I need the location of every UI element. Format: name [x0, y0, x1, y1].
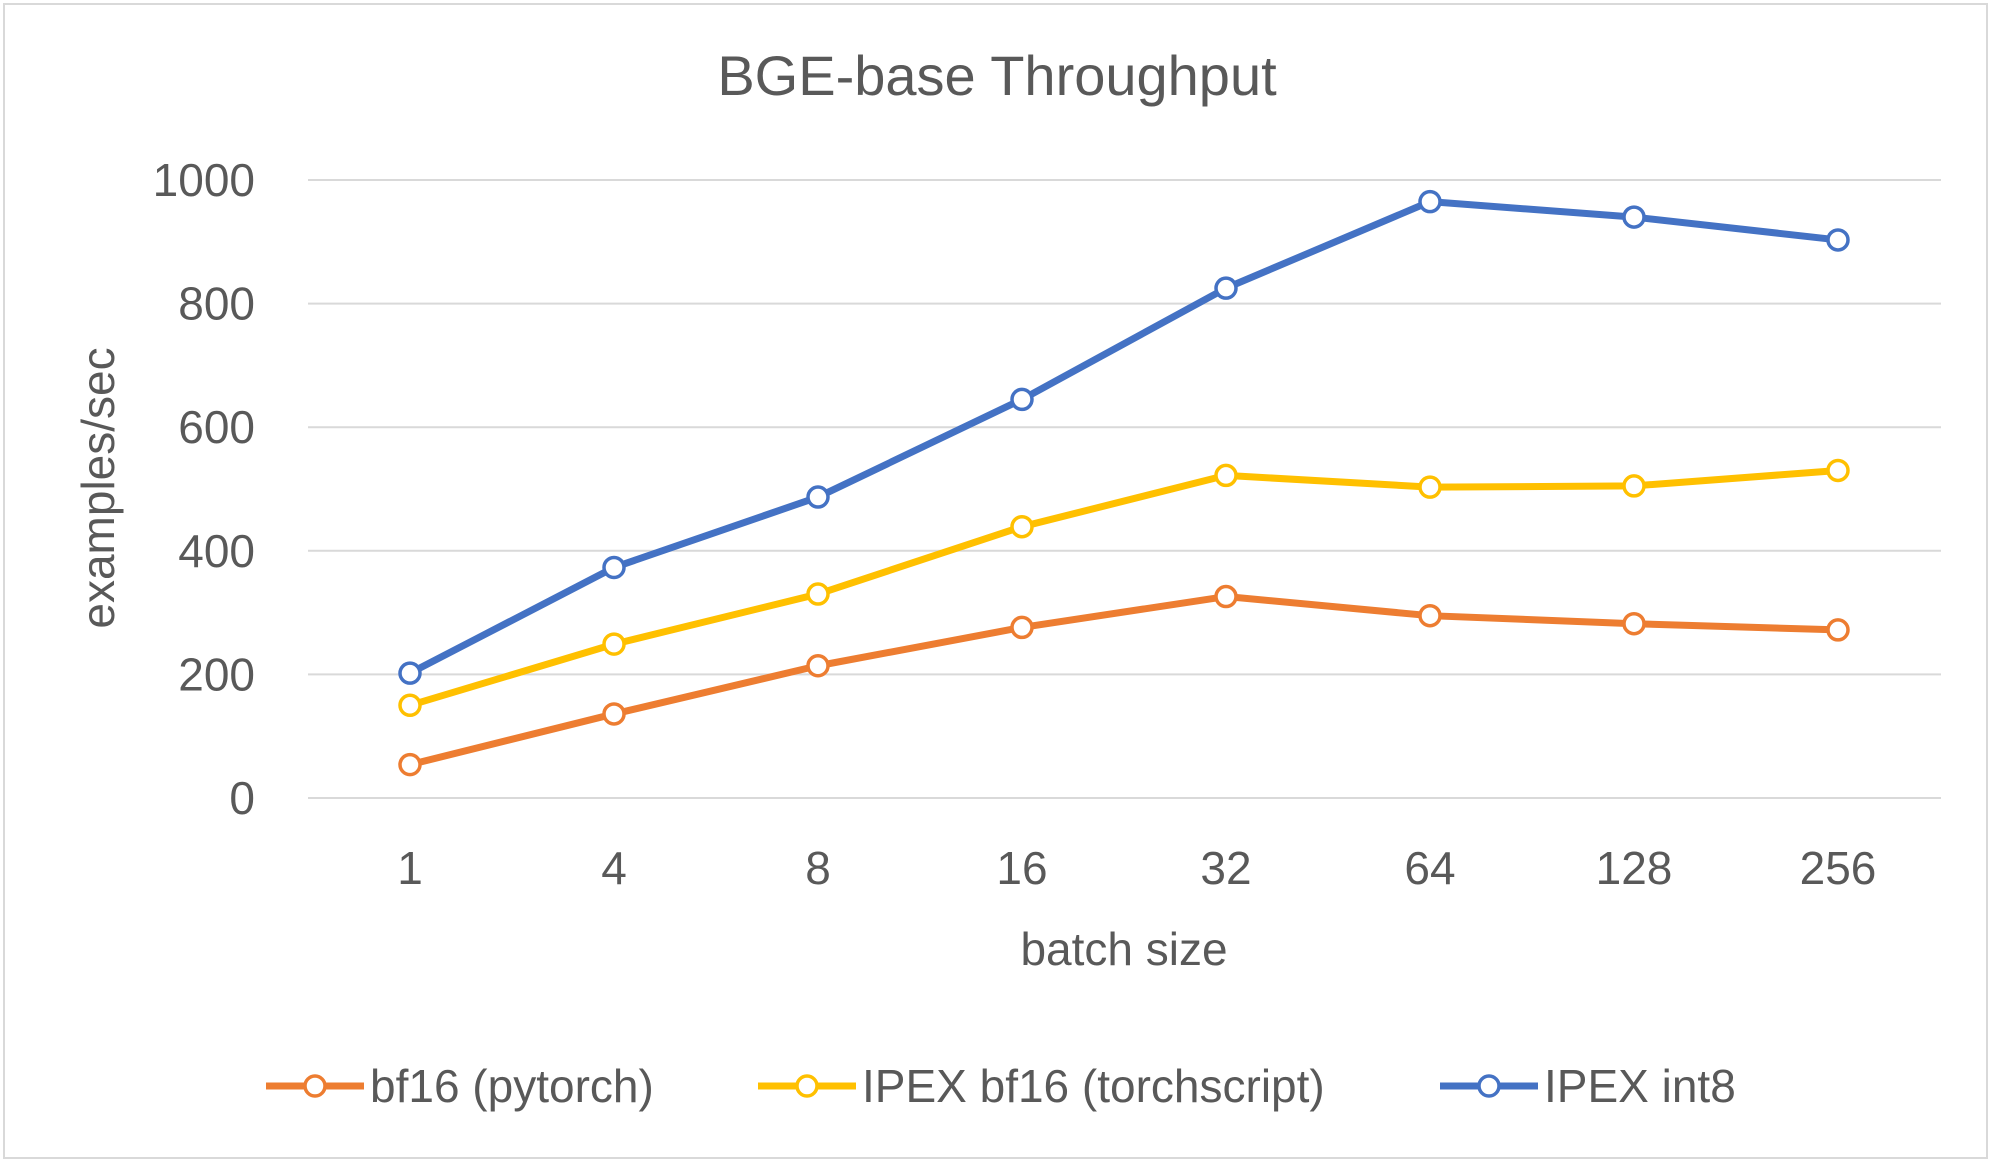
y-tick-label: 600 — [178, 401, 255, 453]
legend-label: IPEX int8 — [1544, 1060, 1736, 1112]
data-point — [1826, 618, 1850, 642]
legend-marker — [795, 1074, 819, 1098]
data-point — [1010, 387, 1034, 412]
data-point — [1418, 189, 1442, 214]
data-point — [1010, 514, 1034, 539]
series-line-0 — [409, 593, 1839, 769]
data-point — [602, 632, 626, 656]
data-point — [1418, 475, 1442, 499]
y-tick-label: 200 — [178, 648, 255, 700]
data-point — [1214, 463, 1238, 488]
y-tick-label: 400 — [178, 525, 255, 577]
data-point — [1214, 276, 1238, 300]
data-point — [398, 661, 422, 685]
data-point — [1826, 458, 1850, 483]
x-tick-label: 32 — [1200, 842, 1251, 894]
x-tick-label: 64 — [1404, 842, 1455, 894]
x-tick-label: 1 — [397, 842, 423, 894]
legend-label: bf16 (pytorch) — [370, 1060, 654, 1112]
chart-frame — [3, 3, 1988, 1159]
data-point — [1622, 205, 1646, 229]
x-tick-label: 8 — [805, 842, 831, 894]
y-axis-label: examples/sec — [72, 347, 124, 628]
x-tick-label: 16 — [996, 842, 1047, 894]
x-tick-label: 4 — [601, 842, 627, 894]
y-tick-label: 800 — [178, 278, 255, 330]
data-point — [1826, 228, 1850, 252]
data-point — [602, 555, 626, 580]
legend-marker — [303, 1074, 327, 1098]
data-point — [1622, 611, 1646, 636]
chart-title: BGE-base Throughput — [717, 44, 1277, 107]
data-point — [1622, 474, 1646, 498]
legend-marker — [1477, 1074, 1501, 1098]
data-point — [1418, 603, 1442, 628]
data-point — [602, 702, 626, 726]
data-point — [398, 693, 422, 718]
data-point — [1010, 615, 1034, 640]
x-tick-label: 256 — [1800, 842, 1877, 894]
x-axis-label: batch size — [1020, 923, 1227, 975]
x-tick-label: 128 — [1596, 842, 1673, 894]
data-point — [806, 653, 830, 678]
y-tick-label: 1000 — [153, 154, 255, 206]
legend-label: IPEX bf16 (torchscript) — [862, 1060, 1325, 1112]
data-point — [806, 582, 830, 606]
data-point — [806, 485, 830, 509]
series-line-2 — [408, 198, 1839, 677]
data-point — [1214, 584, 1238, 609]
data-point — [398, 752, 422, 777]
series-line-1 — [408, 466, 1839, 709]
y-tick-label: 0 — [229, 772, 255, 824]
